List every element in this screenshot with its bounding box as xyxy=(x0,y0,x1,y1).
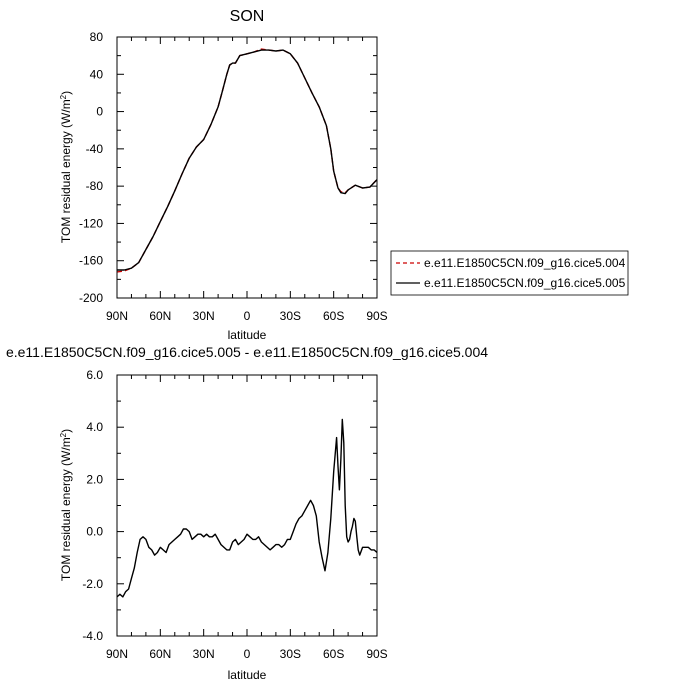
top-y-tick-label: 40 xyxy=(90,67,104,81)
top-y-tick-label: -40 xyxy=(86,142,104,156)
top-x-tick-label: 90S xyxy=(366,309,387,323)
top-x-tick-label: 60N xyxy=(149,309,171,323)
top-y-tick-label: 0 xyxy=(96,105,103,119)
top-chart-title: SON xyxy=(230,8,265,25)
top-plot-area: 90N 60N 30N 0 30S 60S 90S 80 40 0 -40 -80 -120 -160 -2… xyxy=(79,30,388,323)
bottom-y-tick-label: 2.0 xyxy=(86,472,103,486)
top-y-tick-label: -120 xyxy=(79,216,103,230)
top-x-tick-label: 30S xyxy=(280,309,301,323)
top-y-tick-label: -200 xyxy=(79,291,103,305)
bottom-chart-title: e.e11.E1850C5CN.f09_g16.cice5.005 - e.e1… xyxy=(6,344,488,360)
bottom-x-tick-label: 30N xyxy=(193,647,215,661)
top-x-axis-label: latitude xyxy=(228,328,267,342)
bottom-y-axis-label: TOM residual energy (W/m2) xyxy=(59,429,73,581)
bottom-y-tick-label: 0.0 xyxy=(86,525,103,539)
bottom-series-line-1 xyxy=(117,418,377,598)
top-y-tick-label: 80 xyxy=(90,30,104,44)
top-series-line-1 xyxy=(117,48,377,273)
top-frame xyxy=(116,36,378,299)
top-y-axis-label: TOM residual energy (W/m2) xyxy=(59,91,73,243)
bottom-y-axis-label-tail: ) xyxy=(59,429,73,433)
bottom-x-axis-label: latitude xyxy=(228,668,267,682)
bottom-y-axis-label-main: TOM residual energy (W/m xyxy=(59,437,73,581)
bottom-x-tick-label: 0 xyxy=(244,647,251,661)
top-y-tick-label: -160 xyxy=(79,254,103,268)
top-x-tick-label: 60S xyxy=(323,309,344,323)
top-y-axis-label-tail: ) xyxy=(59,91,73,95)
legend-entry-004: e.e11.E1850C5CN.f09_g16.cice5.004 xyxy=(424,256,626,270)
top-y-axis-label-sup: 2 xyxy=(59,94,68,99)
bottom-y-axis-label-sup: 2 xyxy=(59,432,68,437)
bottom-x-tick-label: 60N xyxy=(149,647,171,661)
top-series-line-2 xyxy=(117,49,377,271)
bottom-chart: e.e11.E1850C5CN.f09_g16.cice5.005 - e.e1… xyxy=(6,344,488,682)
top-x-tick-label: 30N xyxy=(193,309,215,323)
bottom-plot-area: 90N 60N 30N 0 30S 60S 90S 6.0 4.0 2.0 0.0 -2.0 -4.0 xyxy=(82,368,387,661)
legend-entry-005: e.e11.E1850C5CN.f09_g16.cice5.005 xyxy=(424,276,626,290)
bottom-y-tick-label: -4.0 xyxy=(82,629,103,643)
top-x-tick-label: 90N xyxy=(106,309,128,323)
legend-box xyxy=(390,250,629,296)
bottom-y-tick-label: 6.0 xyxy=(86,368,103,382)
top-chart: SON 90N 60N 30N 0 30S 60S 90S 80 40 0 -40 -80 -120 -1… xyxy=(59,8,388,342)
top-y-tick-label: -80 xyxy=(86,179,104,193)
bottom-frame xyxy=(116,374,378,637)
bottom-x-tick-label: 30S xyxy=(280,647,301,661)
bottom-x-tick-label: 90S xyxy=(366,647,387,661)
top-y-axis-label-main: TOM residual energy (W/m xyxy=(59,99,73,243)
top-x-tick-label: 0 xyxy=(244,309,251,323)
bottom-y-tick-label: 4.0 xyxy=(86,420,103,434)
bottom-x-tick-label: 90N xyxy=(106,647,128,661)
bottom-x-tick-label: 60S xyxy=(323,647,344,661)
legend: e.e11.E1850C5CN.f09_g16.cice5.004 e.e11.… xyxy=(390,250,629,296)
bottom-y-tick-label: -2.0 xyxy=(82,577,103,591)
